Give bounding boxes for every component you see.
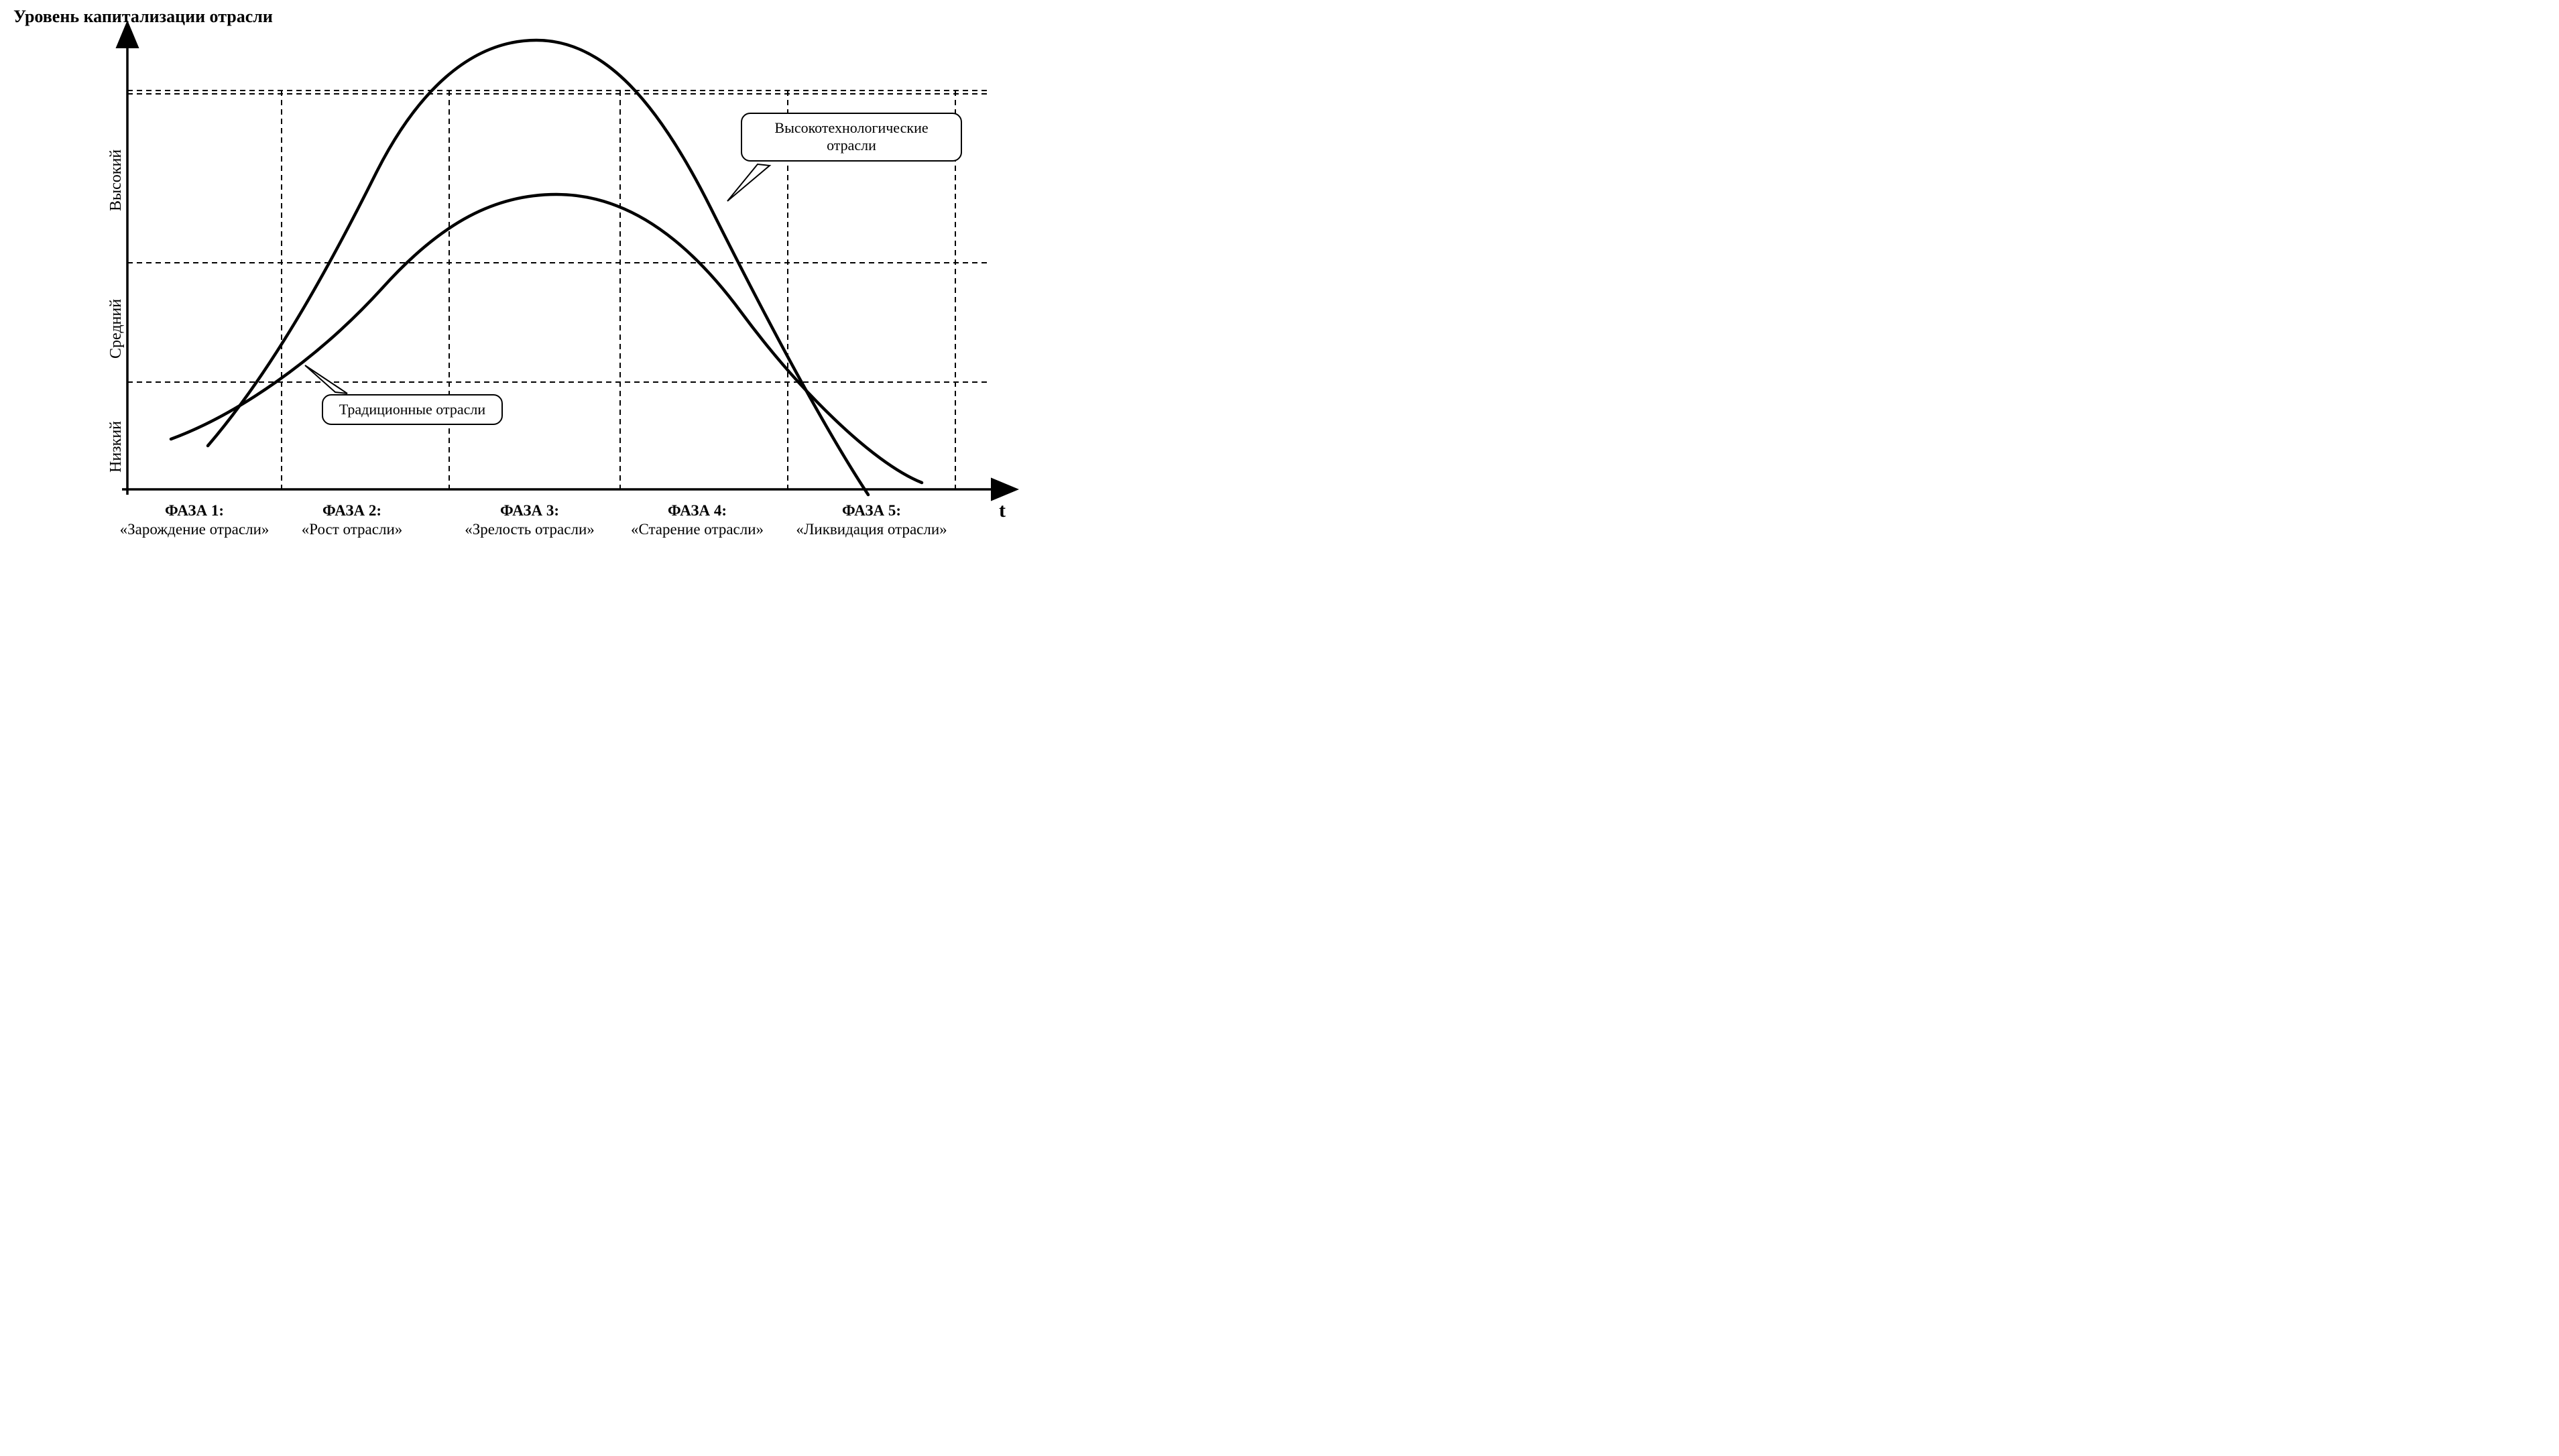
phase-label: ФАЗА 2:«Рост отрасли» [278,501,426,538]
phase-label: ФАЗА 1:«Зарождение отрасли» [117,501,272,538]
phase-label: ФАЗА 4:«Старение отрасли» [623,501,771,538]
callout-traditional: Традиционные отрасли [322,394,503,425]
phase-name: «Старение отрасли» [631,521,764,538]
callout-high-tech: Высокотехнологические отрасли [741,113,962,162]
chart-container: Уровень капитализации отрасли НизкийСред… [0,0,1032,590]
phase-name: «Ликвидация отрасли» [796,521,947,538]
phase-number: ФАЗА 5: [791,501,952,520]
phase-number: ФАЗА 2: [278,501,426,520]
phase-number: ФАЗА 3: [453,501,607,520]
phase-number: ФАЗА 4: [623,501,771,520]
phase-name: «Зрелость отрасли» [465,521,595,538]
phase-label: ФАЗА 5:«Ликвидация отрасли» [791,501,952,538]
phase-name: «Рост отрасли» [302,521,403,538]
x-axis-label: t [999,499,1006,522]
x-axis-labels: ФАЗА 1:«Зарождение отрасли»ФАЗА 2:«Рост … [0,0,1032,590]
phase-label: ФАЗА 3:«Зрелость отрасли» [453,501,607,538]
phase-name: «Зарождение отрасли» [120,521,270,538]
phase-number: ФАЗА 1: [117,501,272,520]
